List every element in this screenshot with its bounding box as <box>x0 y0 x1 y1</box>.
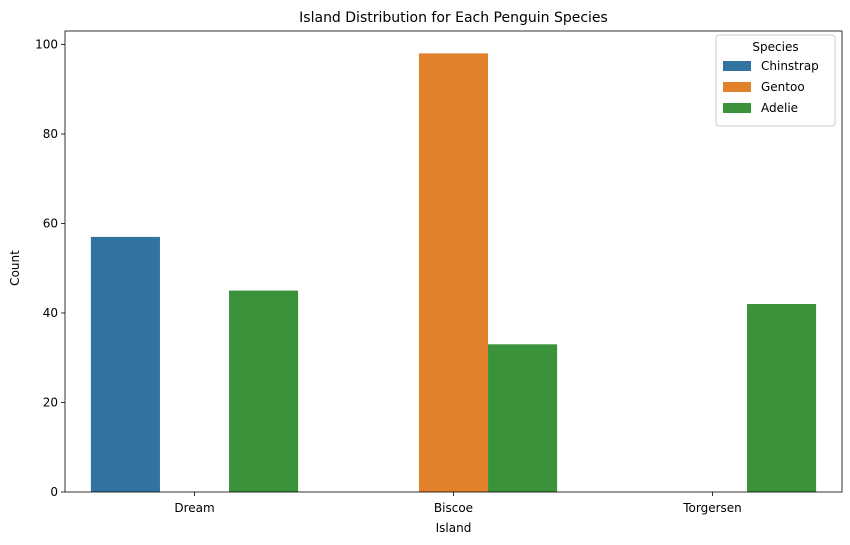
x-tick-label: Dream <box>174 501 214 515</box>
x-tick-label: Biscoe <box>434 501 473 515</box>
bar-adelie-biscoe <box>488 344 558 492</box>
bar-chinstrap-dream <box>90 236 160 492</box>
bar-adelie-torgersen <box>747 304 817 492</box>
y-tick-label: 60 <box>43 216 58 230</box>
x-tick-label: Torgersen <box>682 501 742 515</box>
legend-swatch-adelie <box>723 103 751 113</box>
legend-label-chinstrap: Chinstrap <box>761 59 819 73</box>
y-tick-label: 20 <box>43 395 58 409</box>
legend: Species Chinstrap Gentoo Adelie <box>715 34 836 127</box>
x-axis-label: Island <box>436 521 472 535</box>
legend-label-adelie: Adelie <box>761 101 798 115</box>
legend-label-gentoo: Gentoo <box>761 80 805 94</box>
bar-gentoo-biscoe <box>418 53 489 493</box>
legend-swatch-chinstrap <box>723 61 751 71</box>
y-axis-label: Count <box>8 250 22 286</box>
y-tick-label: 100 <box>35 37 58 51</box>
axes: 0 20 40 60 80 100 Dream Biscoe Torgersen <box>35 30 843 515</box>
legend-title: Species <box>752 40 798 54</box>
legend-swatch-gentoo <box>723 82 751 92</box>
y-tick-label: 0 <box>50 485 58 499</box>
y-tick-label: 80 <box>43 127 58 141</box>
chart-title: Island Distribution for Each Penguin Spe… <box>299 10 608 26</box>
plot-area <box>90 53 817 493</box>
y-tick-label: 40 <box>43 306 58 320</box>
bar-adelie-dream <box>229 290 299 492</box>
